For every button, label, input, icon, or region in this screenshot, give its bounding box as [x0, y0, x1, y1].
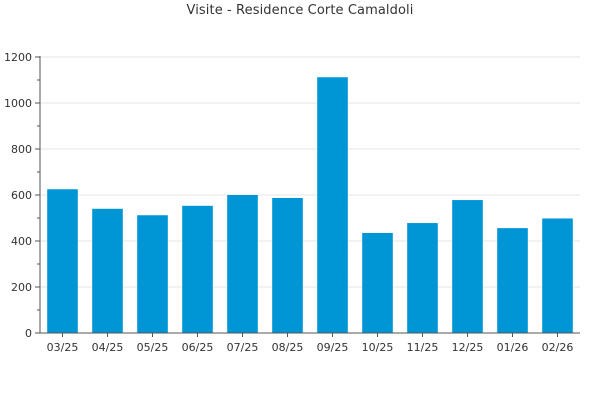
x-tick-label: 08/25: [272, 341, 304, 354]
bar: [47, 189, 78, 333]
bar: [92, 208, 123, 333]
x-tick-label: 01/26: [497, 341, 529, 354]
y-tick-label: 800: [11, 143, 32, 156]
bar: [227, 195, 258, 333]
x-tick-label: 10/25: [362, 341, 394, 354]
y-tick-label: 600: [11, 189, 32, 202]
y-tick-label: 200: [11, 281, 32, 294]
bar: [497, 228, 528, 333]
chart-title: Visite - Residence Corte Camaldoli: [186, 3, 414, 18]
x-tick-label: 12/25: [452, 341, 484, 354]
x-tick-label: 06/25: [182, 341, 214, 354]
bar: [362, 232, 393, 333]
x-tick-label: 07/25: [227, 341, 259, 354]
bar: [272, 197, 303, 333]
y-tick-label: 1000: [4, 97, 32, 110]
x-tick-label: 03/25: [47, 341, 79, 354]
bar: [407, 223, 438, 333]
bar: [137, 215, 168, 333]
y-tick-label: 1200: [4, 51, 32, 64]
x-tick-label: 05/25: [137, 341, 169, 354]
x-tick-label: 02/26: [542, 341, 574, 354]
x-tick-label: 04/25: [92, 341, 124, 354]
y-tick-label: 400: [11, 235, 32, 248]
bar: [452, 200, 483, 333]
y-tick-label: 0: [25, 327, 32, 340]
x-tick-label: 09/25: [317, 341, 349, 354]
bar: [317, 77, 348, 334]
bar: [182, 205, 213, 333]
x-tick-label: 11/25: [407, 341, 439, 354]
bar: [542, 218, 573, 333]
